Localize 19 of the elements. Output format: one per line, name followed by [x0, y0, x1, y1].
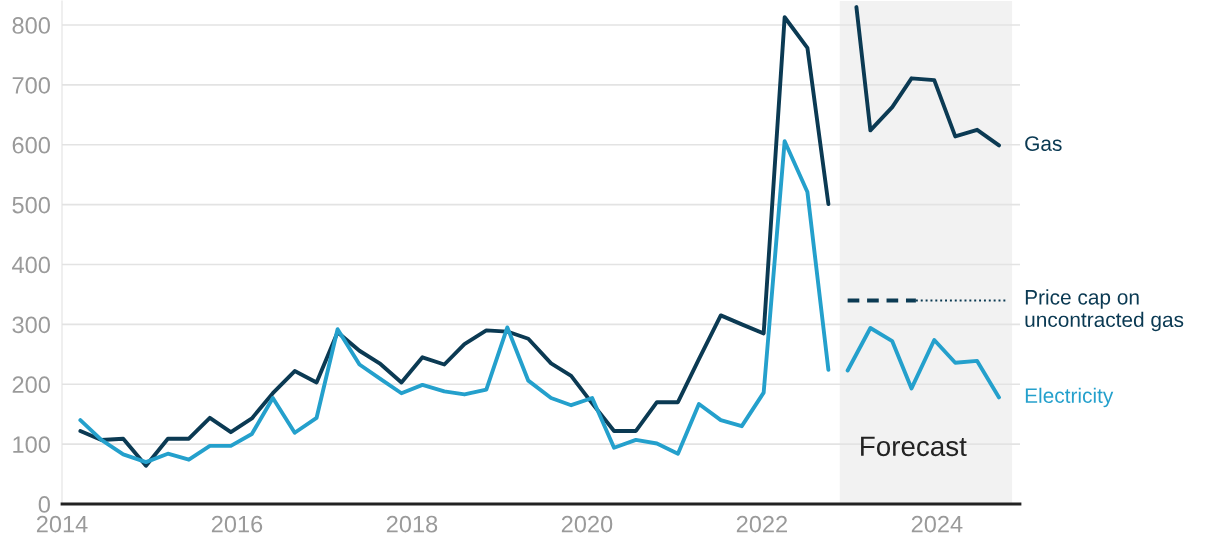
y-tick-label: 400	[12, 256, 50, 274]
x-tick-label: 2020	[561, 515, 613, 533]
y-tick-label: 200	[12, 376, 50, 394]
y-tick-label: 800	[12, 17, 50, 34]
y-tick-label: 300	[12, 316, 50, 334]
series-label: Gas	[1025, 136, 1062, 151]
y-tick-label: 700	[12, 76, 50, 94]
y-tick-label: 100	[13, 436, 50, 453]
y-tick-label: 500	[12, 196, 50, 214]
text: Price cap on uncontracted gas	[1025, 289, 1184, 332]
y-tick-label: 0	[38, 496, 50, 513]
y-tick-label: 600	[12, 136, 50, 154]
x-tick-label: 2022	[736, 515, 787, 533]
x-tick-label: 2014	[36, 515, 88, 533]
band-label: Forecast	[861, 436, 967, 457]
x-tick-label: 2024	[911, 515, 963, 533]
series-label: Electricity	[1025, 387, 1114, 408]
x-tick-label: 2018	[386, 515, 438, 533]
x-tick-label: 2016	[211, 515, 263, 533]
